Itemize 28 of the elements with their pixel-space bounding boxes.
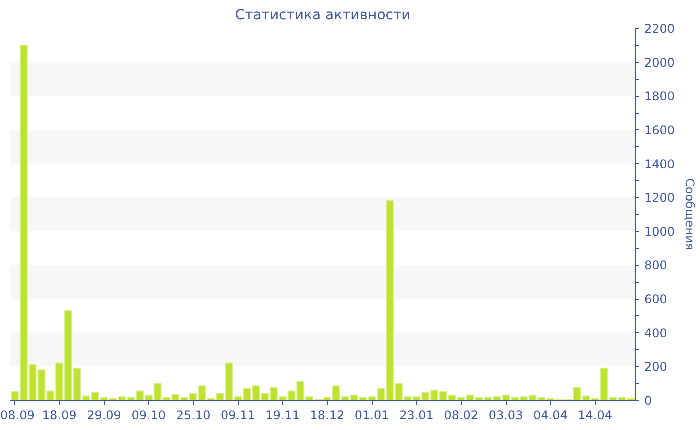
chart-title: Статистика активности [235, 8, 411, 24]
x-tick-label: 18.09 [42, 408, 77, 422]
x-tick-label: 29.09 [87, 408, 122, 422]
x-tick-label: 23.01 [400, 408, 434, 422]
y-tick-label: 0 [644, 394, 652, 408]
x-tick-label: 09.11 [221, 408, 256, 422]
y-tick-label: 1200 [644, 191, 676, 206]
y-tick-label: 2200 [644, 22, 676, 36]
x-tick-label: 03.03 [488, 408, 524, 422]
x-tick-label: 08.09 [0, 408, 35, 422]
y-tick-label: 2000 [644, 56, 676, 70]
y-tick-label: 400 [644, 326, 668, 340]
y-tick-label: 1800 [644, 90, 676, 104]
y-tick-label: 200 [644, 360, 668, 374]
x-tick-label: 18.12 [310, 408, 345, 422]
y-tick-label: 1400 [644, 157, 676, 172]
y-tick-label: 800 [644, 258, 668, 273]
y-tick-label: 1000 [644, 224, 676, 239]
x-tick-label: 25.10 [176, 408, 211, 422]
x-tick-label: 19.11 [266, 408, 300, 422]
y-tick-label: 600 [644, 292, 668, 307]
x-tick-label: 08.02 [444, 408, 479, 422]
y-axis-title: Сообщения [683, 178, 698, 251]
x-tick-label: 09.10 [132, 408, 166, 422]
x-tick-label: 01.01 [354, 408, 390, 422]
x-tick-label: 14.04 [578, 408, 613, 422]
x-tick-label: 04.04 [534, 408, 568, 422]
y-tick-label: 1600 [644, 123, 676, 138]
